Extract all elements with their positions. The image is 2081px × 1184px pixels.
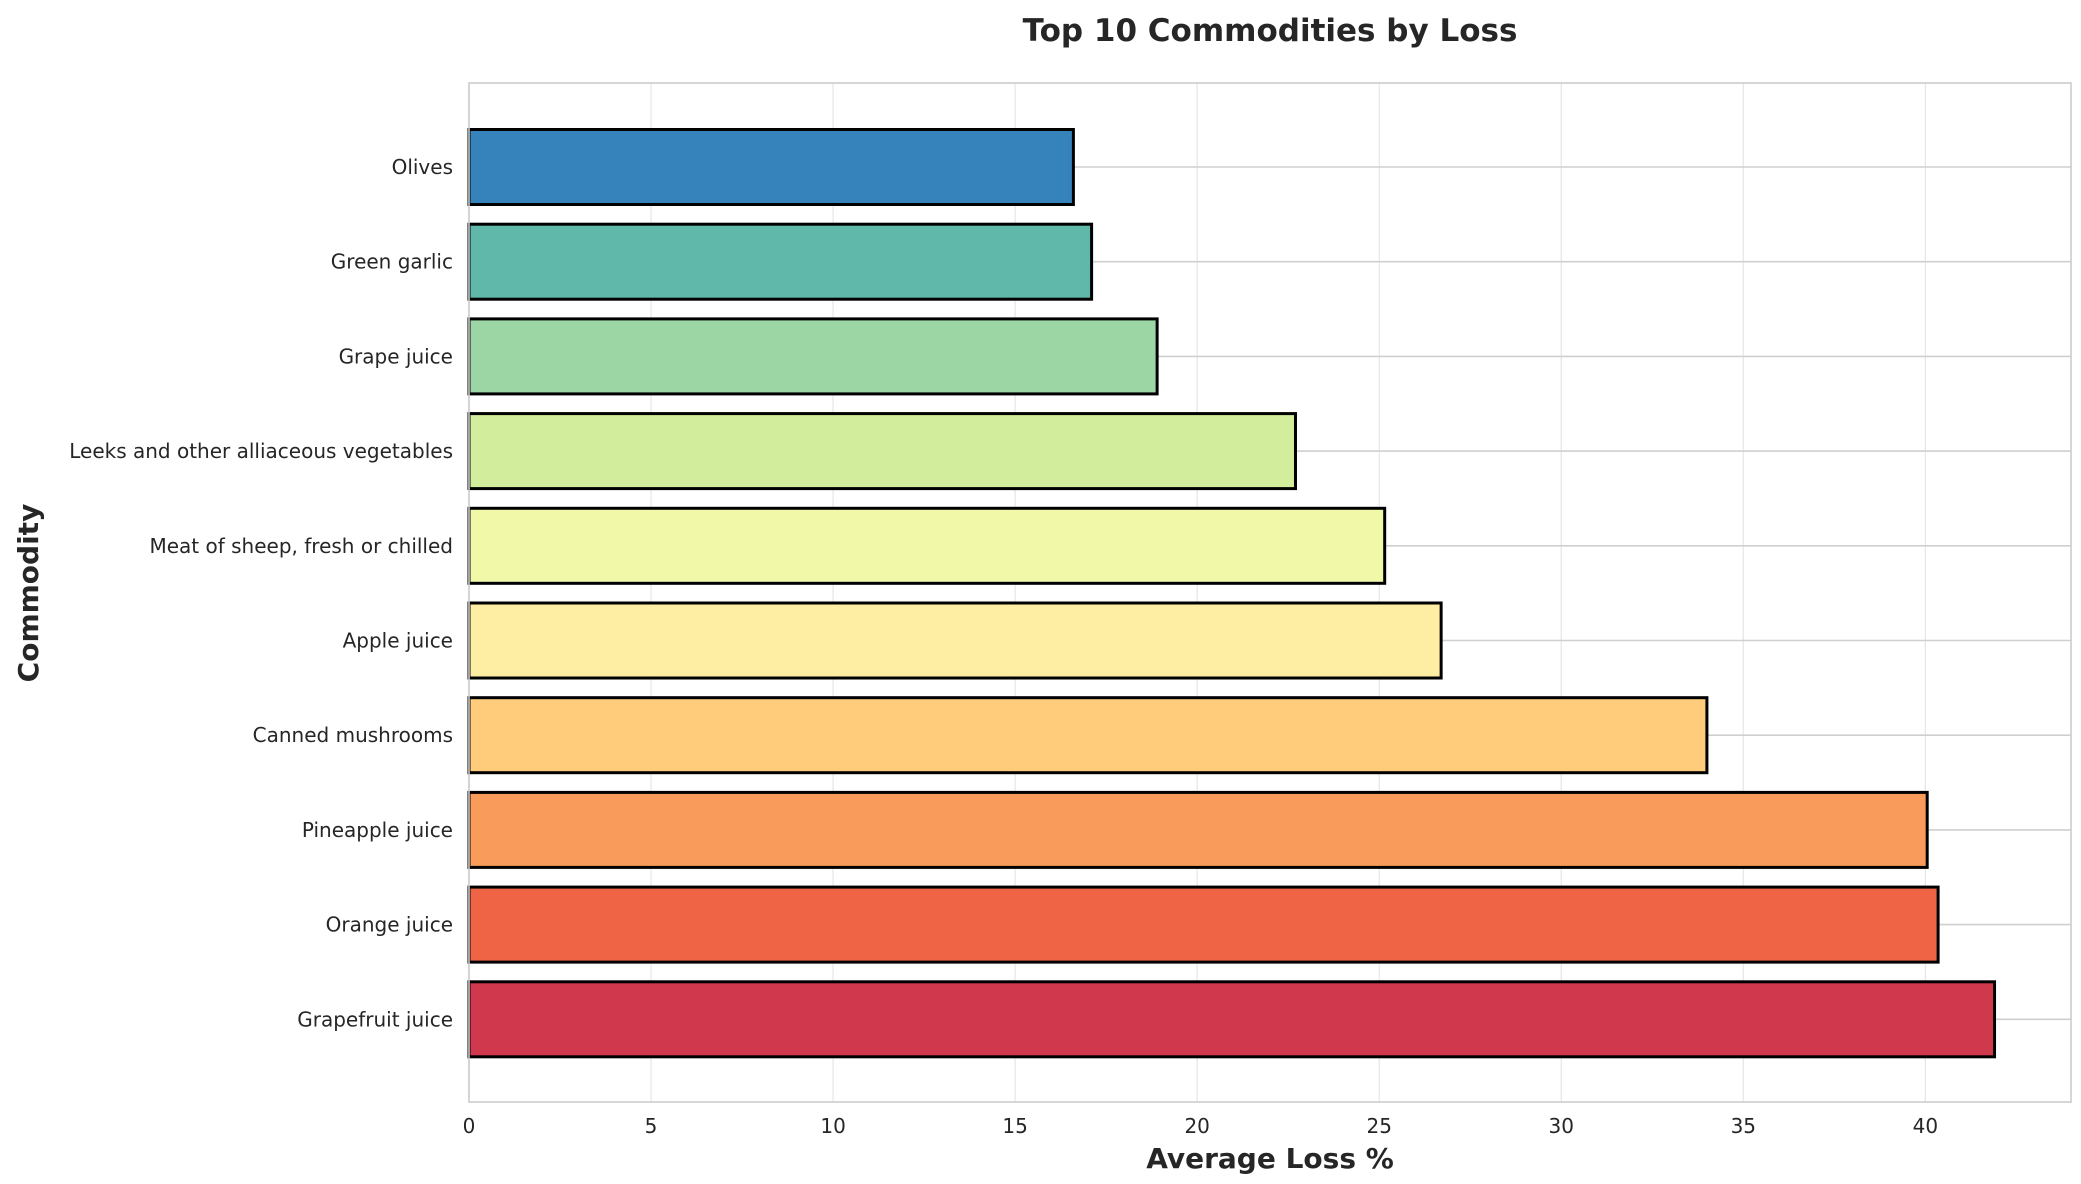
bar-0 [467, 128, 1075, 206]
bar-3 [467, 412, 1297, 491]
y-tick-label-8: Orange juice [326, 913, 453, 937]
y-tick-label-9: Grapefruit juice [297, 1007, 453, 1031]
x-tick-label-5: 25 [1367, 1114, 1392, 1138]
bar-1 [467, 222, 1094, 301]
chart-title: Top 10 Commodities by Loss [1023, 13, 1518, 49]
x-axis-label: Average Loss % [1146, 1142, 1394, 1175]
bar-6 [467, 696, 1709, 775]
y-tick-labels: Olives Green garlic Grape juice Leeks and o… [69, 155, 453, 1031]
y-tick-label-3: Leeks and other alliaceous vegetables [69, 439, 453, 463]
bar-7 [467, 790, 1929, 869]
bar-9 [467, 980, 1997, 1059]
x-tick-label-3: 15 [1002, 1114, 1027, 1138]
bars [467, 128, 1997, 1059]
y-tick-label-4: Meat of sheep, fresh or chilled [149, 534, 453, 558]
y-axis-label: Commodity [12, 504, 45, 683]
x-tick-label-4: 20 [1184, 1114, 1209, 1138]
y-tick-label-5: Apple juice [343, 629, 453, 653]
y-tick-label-6: Canned mushrooms [253, 723, 453, 747]
x-tick-label-2: 10 [820, 1114, 845, 1138]
x-tick-labels: 0 5 10 15 20 25 30 35 40 [463, 1114, 1938, 1138]
x-tick-label-6: 30 [1549, 1114, 1574, 1138]
bar-8 [467, 885, 1940, 964]
bar-4 [467, 506, 1387, 585]
x-tick-label-0: 0 [463, 1114, 476, 1138]
plot-frame [468, 82, 2072, 1103]
y-tick-label-7: Pineapple juice [302, 818, 453, 842]
bar-5 [467, 601, 1443, 680]
y-tick-label-0: Olives [392, 155, 453, 179]
y-tick-label-2: Grape juice [339, 344, 453, 368]
x-tick-label-1: 5 [645, 1114, 658, 1138]
x-tick-label-8: 40 [1913, 1114, 1938, 1138]
x-tick-label-7: 35 [1731, 1114, 1756, 1138]
bar-2 [467, 317, 1159, 396]
y-tick-label-1: Green garlic [331, 250, 453, 274]
